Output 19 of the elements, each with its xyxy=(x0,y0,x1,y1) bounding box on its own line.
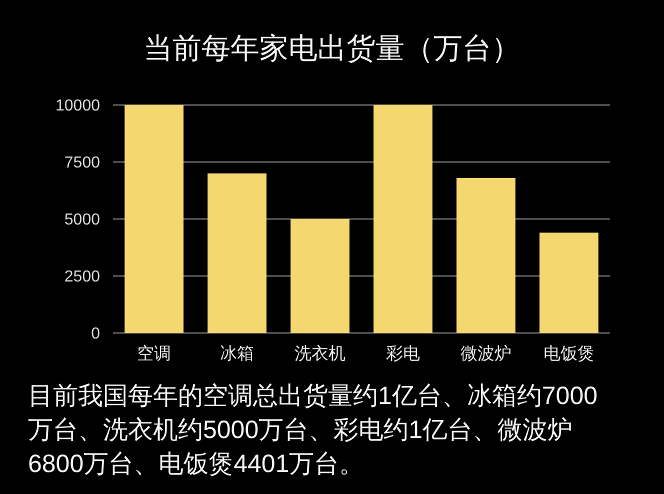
y-tick-label: 7500 xyxy=(64,154,100,172)
bar xyxy=(374,105,432,333)
x-tick-label: 电饭煲 xyxy=(543,344,594,363)
bar xyxy=(208,173,266,333)
x-tick-label: 洗衣机 xyxy=(294,344,346,363)
x-tick-label: 微波炉 xyxy=(460,344,512,363)
y-tick-label: 0 xyxy=(91,326,100,343)
x-tick-label: 空调 xyxy=(137,344,172,363)
bar xyxy=(456,178,516,333)
bar xyxy=(539,232,598,333)
bar xyxy=(124,105,184,333)
y-tick-label: 5000 xyxy=(64,212,100,229)
y-tick-label: 10000 xyxy=(56,98,100,115)
bar xyxy=(290,219,350,333)
x-tick-label: 彩电 xyxy=(386,344,420,363)
chart-title: 当前每年家电出货量（万台） xyxy=(144,33,520,66)
y-tick-label: 2500 xyxy=(64,268,100,286)
text: 目前我国每年的空调总出货量约1亿台、冰箱约7000万台、洗衣机约5000万台、彩电约1亿台、微波炉6800万台、电饭煲4401万台。 xyxy=(28,381,599,480)
x-tick-label: 冰箱 xyxy=(220,344,254,363)
